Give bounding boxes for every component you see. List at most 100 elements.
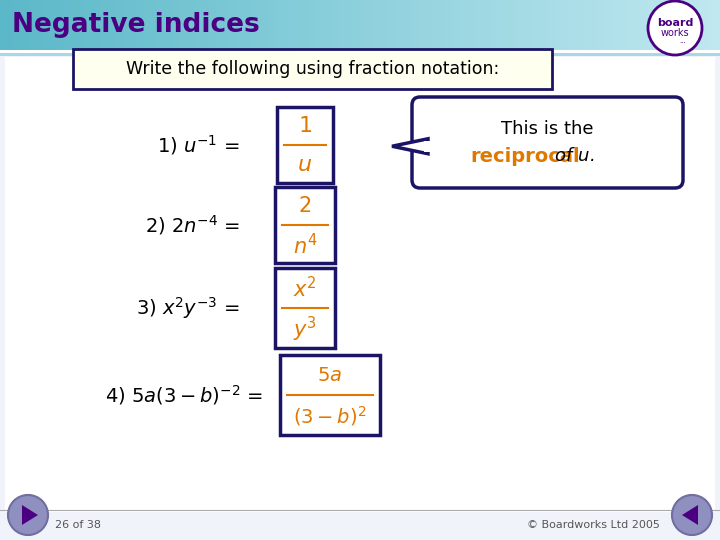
Bar: [540, 0, 548, 50]
Bar: [677, 0, 685, 50]
Bar: [684, 0, 692, 50]
Bar: [598, 0, 606, 50]
Bar: [338, 0, 346, 50]
Bar: [202, 0, 210, 50]
Bar: [425, 0, 433, 50]
Bar: [475, 0, 483, 50]
Bar: [389, 0, 397, 50]
FancyBboxPatch shape: [412, 97, 683, 188]
Bar: [0, 50, 720, 53]
Text: reciprocal: reciprocal: [470, 146, 580, 165]
Bar: [302, 0, 310, 50]
Text: $x^2$: $x^2$: [293, 275, 317, 301]
Bar: [0, 53, 720, 56]
Bar: [187, 0, 195, 50]
Bar: [353, 0, 361, 50]
FancyBboxPatch shape: [5, 57, 715, 512]
Bar: [562, 0, 570, 50]
Bar: [374, 0, 382, 50]
Bar: [194, 0, 202, 50]
FancyBboxPatch shape: [73, 49, 552, 89]
Bar: [36, 0, 44, 50]
Bar: [72, 0, 80, 50]
Bar: [230, 0, 238, 50]
Bar: [482, 0, 490, 50]
Bar: [130, 0, 138, 50]
Bar: [396, 0, 404, 50]
Bar: [698, 0, 706, 50]
Bar: [245, 0, 253, 50]
Bar: [511, 0, 519, 50]
Bar: [626, 0, 634, 50]
Text: board: board: [657, 18, 693, 28]
Bar: [432, 0, 440, 50]
Bar: [223, 0, 231, 50]
Bar: [569, 0, 577, 50]
Bar: [209, 0, 217, 50]
Bar: [101, 0, 109, 50]
Text: 2) $2n^{-4}$ =: 2) $2n^{-4}$ =: [145, 213, 240, 237]
Bar: [65, 0, 73, 50]
Bar: [576, 0, 584, 50]
Bar: [360, 0, 368, 50]
Bar: [533, 0, 541, 50]
Bar: [173, 0, 181, 50]
FancyBboxPatch shape: [280, 355, 380, 435]
Bar: [252, 0, 260, 50]
Bar: [122, 0, 130, 50]
Bar: [14, 0, 22, 50]
Bar: [454, 0, 462, 50]
Polygon shape: [22, 505, 38, 525]
Bar: [706, 0, 714, 50]
Text: ...: ...: [680, 38, 686, 44]
Bar: [238, 0, 246, 50]
Text: Write the following using fraction notation:: Write the following using fraction notat…: [126, 60, 499, 78]
Bar: [410, 0, 418, 50]
Text: $2$: $2$: [298, 196, 312, 217]
Bar: [662, 0, 670, 50]
Bar: [137, 0, 145, 50]
Bar: [331, 0, 339, 50]
Text: $y^3$: $y^3$: [293, 315, 317, 344]
Bar: [86, 0, 94, 50]
Bar: [310, 0, 318, 50]
Text: of $u$.: of $u$.: [549, 147, 595, 165]
Bar: [554, 0, 562, 50]
Bar: [288, 0, 296, 50]
Text: $u$: $u$: [297, 155, 312, 175]
Bar: [144, 0, 152, 50]
Bar: [583, 0, 591, 50]
Bar: [439, 0, 447, 50]
Bar: [22, 0, 30, 50]
Bar: [518, 0, 526, 50]
Bar: [151, 0, 159, 50]
Text: $(3-b)^2$: $(3-b)^2$: [293, 404, 366, 428]
Bar: [158, 0, 166, 50]
Bar: [691, 0, 699, 50]
Bar: [590, 0, 598, 50]
Text: 4) $5a(3 - b)^{-2}$ =: 4) $5a(3 - b)^{-2}$ =: [105, 383, 263, 407]
Bar: [504, 0, 512, 50]
FancyBboxPatch shape: [275, 187, 335, 263]
Text: $n^4$: $n^4$: [293, 233, 318, 258]
Polygon shape: [424, 141, 434, 152]
Bar: [634, 0, 642, 50]
Bar: [166, 0, 174, 50]
Text: 1) $u^{-1}$ =: 1) $u^{-1}$ =: [157, 133, 240, 157]
Bar: [461, 0, 469, 50]
Bar: [317, 0, 325, 50]
Bar: [58, 0, 66, 50]
Bar: [274, 0, 282, 50]
Circle shape: [672, 495, 712, 535]
Bar: [446, 0, 454, 50]
Bar: [713, 0, 720, 50]
Bar: [526, 0, 534, 50]
Circle shape: [8, 495, 48, 535]
Bar: [497, 0, 505, 50]
Text: Negative indices: Negative indices: [12, 12, 260, 38]
Text: 26 of 38: 26 of 38: [55, 520, 101, 530]
Bar: [324, 0, 332, 50]
Bar: [43, 0, 51, 50]
Text: $1$: $1$: [298, 116, 312, 136]
Text: This is the: This is the: [501, 120, 594, 138]
